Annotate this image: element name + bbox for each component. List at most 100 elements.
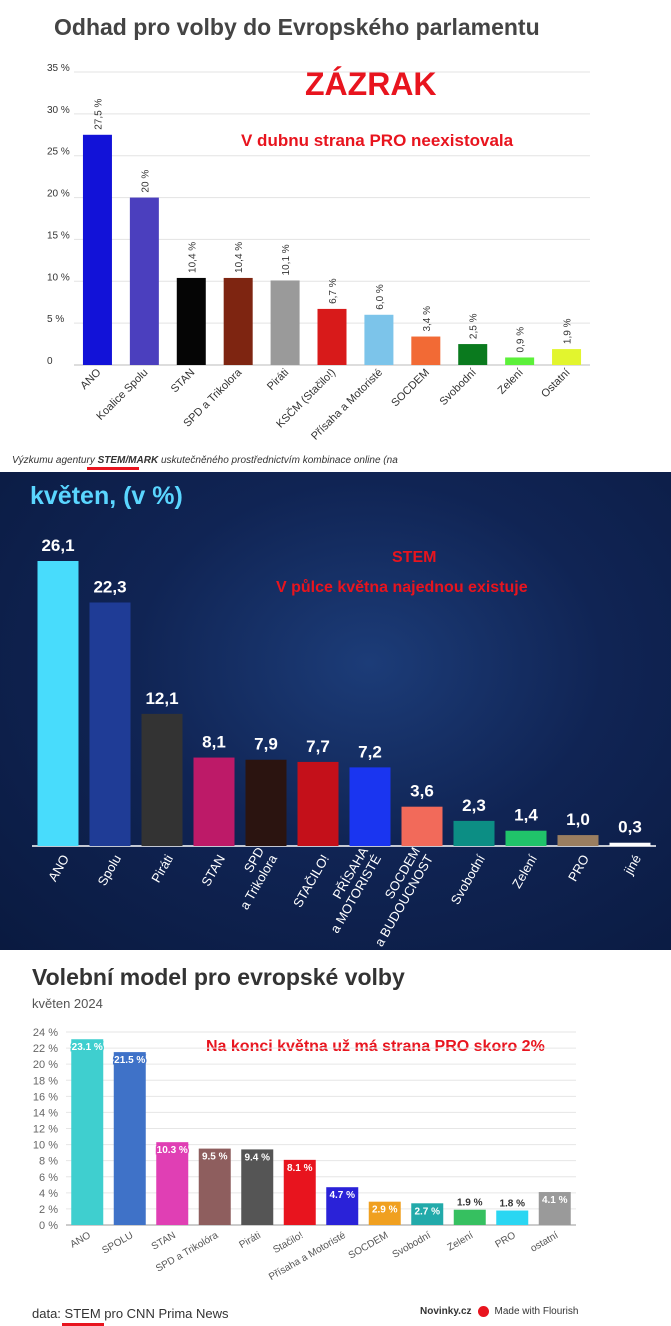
- annotation-text: V půlce května najednou existuje: [276, 579, 528, 596]
- data-label: 10.3 %: [157, 1145, 188, 1156]
- data-label: 1,4: [514, 806, 538, 825]
- x-tick-label-line: Piráti: [148, 852, 176, 885]
- bar-chart: 0 5 % 10 % 15 % 20 % 25 % 30 % 35 % 27,5 % ANO 20 …: [47, 63, 590, 443]
- data-label: 22,3: [93, 577, 126, 596]
- x-tick-label: Spolu: [94, 852, 124, 888]
- y-tick-label: 16 %: [33, 1091, 58, 1103]
- x-tick-label: Piráti: [148, 852, 176, 885]
- x-tick-label-line: Zelení: [509, 852, 540, 891]
- bar: [453, 820, 495, 846]
- bar: [156, 1142, 189, 1225]
- y-tick-label: 20 %: [47, 189, 70, 200]
- data-label: 26,1: [41, 536, 74, 555]
- x-tick-label: STAN: [198, 852, 228, 889]
- y-tick-label: 0 %: [39, 1220, 58, 1232]
- annotation-text: V dubnu strana PRO neexistovala: [241, 131, 514, 150]
- x-tick-label: Piráti: [238, 1230, 263, 1251]
- bar: [297, 761, 339, 846]
- bar: [609, 842, 651, 846]
- annotation-text: Na konci května už má strana PRO skoro 2…: [206, 1038, 545, 1055]
- x-tick-label: Svobodní: [448, 852, 489, 907]
- data-label: 4.7 %: [329, 1190, 355, 1201]
- chart-subtitle: květen 2024: [32, 996, 103, 1011]
- data-label: 8.1 %: [287, 1163, 313, 1174]
- x-tick-label-line: Svobodní: [448, 852, 489, 907]
- data-label: 2.9 %: [372, 1205, 398, 1216]
- data-label: 1.9 %: [457, 1198, 483, 1209]
- y-tick-label: 6 %: [39, 1172, 58, 1184]
- bar: [411, 336, 441, 365]
- bar: [411, 1203, 444, 1225]
- bar: [113, 1052, 146, 1225]
- credit-text: Made with Flourish: [494, 1306, 579, 1317]
- y-tick-label: 35 %: [47, 63, 70, 74]
- x-tick-label: Zelení: [496, 367, 526, 397]
- data-label: 12,1: [145, 689, 178, 708]
- bar: [317, 308, 347, 365]
- data-label: 6,7 %: [328, 278, 339, 304]
- data-label: 27,5 %: [93, 99, 104, 130]
- data-label: 2.7 %: [414, 1206, 440, 1217]
- credit: Novinky.cz Made with Flourish: [420, 1306, 578, 1317]
- bar: [198, 1148, 231, 1225]
- bar: [552, 349, 582, 365]
- data-label: 3,6: [410, 782, 434, 801]
- bar: [176, 277, 206, 365]
- bar: [89, 602, 131, 846]
- x-tick-label: SOCDEM: [347, 1230, 391, 1261]
- y-tick-label: 22 %: [33, 1043, 58, 1055]
- y-tick-label: 10 %: [33, 1140, 58, 1152]
- bar: [401, 806, 443, 846]
- data-label: 0,9 %: [516, 327, 527, 353]
- y-tick-label: 8 %: [39, 1156, 58, 1168]
- bar: [270, 280, 300, 365]
- data-label: 6,0 %: [375, 284, 386, 310]
- chart-panel-mid-may: květen, (v %) STEM V půlce května najedn…: [0, 472, 671, 950]
- x-tick-label: PRO: [493, 1230, 517, 1250]
- x-tick-label: Přísaha a Motoristé: [267, 1230, 348, 1283]
- x-tick-label-line: STAČILO!: [290, 852, 332, 910]
- data-label: 1,0: [566, 810, 590, 829]
- chart-panel-april: Odhad pro volby do Evropského parlamentu…: [0, 0, 671, 472]
- x-tick-label: ANO: [78, 366, 104, 392]
- source-agency: STEM/MARK: [97, 455, 159, 466]
- y-tick-label: 2 %: [39, 1204, 58, 1216]
- data-label: 2,5 %: [469, 313, 480, 339]
- bar: [453, 1209, 486, 1225]
- x-tick-label: Piráti: [265, 367, 291, 393]
- data-label: 23.1 %: [72, 1042, 103, 1053]
- data-label: 4.1 %: [542, 1195, 568, 1206]
- data-label: 1,9 %: [563, 318, 574, 344]
- bar: [368, 1201, 401, 1225]
- bar-chart: 0 % 2 % 4 % 6 % 8 % 10 % 12 % 14 % 16 % 18 % 20 % 2…: [33, 1027, 576, 1283]
- bar: [458, 344, 488, 365]
- data-label: 20 %: [140, 170, 151, 193]
- x-tick-label: STAČILO!: [290, 852, 332, 910]
- x-tick-label-line: Spolu: [94, 852, 124, 888]
- y-tick-label: 15 %: [47, 230, 70, 241]
- x-tick-label: STAN: [169, 367, 198, 396]
- source-prefix: data:: [32, 1306, 65, 1321]
- bar: [129, 197, 159, 365]
- red-underline: [62, 1323, 104, 1326]
- source-prefix: Výzkumu agentury: [12, 455, 98, 466]
- flourish-icon: [477, 1306, 489, 1317]
- data-label: 8,1: [202, 733, 226, 752]
- chart-title: Volební model pro evropské volby: [32, 964, 405, 990]
- y-tick-label: 5 %: [47, 314, 64, 325]
- y-tick-label: 18 %: [33, 1075, 58, 1087]
- bar: [326, 1187, 359, 1225]
- data-label: 9.4 %: [244, 1152, 270, 1163]
- data-label: 7,9: [254, 735, 278, 754]
- bar: [82, 134, 112, 365]
- x-tick-label-line: jiné: [620, 852, 644, 878]
- data-label: 21.5 %: [114, 1055, 145, 1066]
- x-tick-label: PRO: [565, 852, 592, 884]
- source-suffix: pro CNN Prima News: [100, 1306, 229, 1321]
- x-tick-label: Zelení: [509, 852, 540, 891]
- bar: [349, 767, 391, 846]
- x-tick-label: SOCDEM: [389, 367, 432, 410]
- bar: [557, 835, 599, 846]
- data-label: 7,7: [306, 737, 330, 756]
